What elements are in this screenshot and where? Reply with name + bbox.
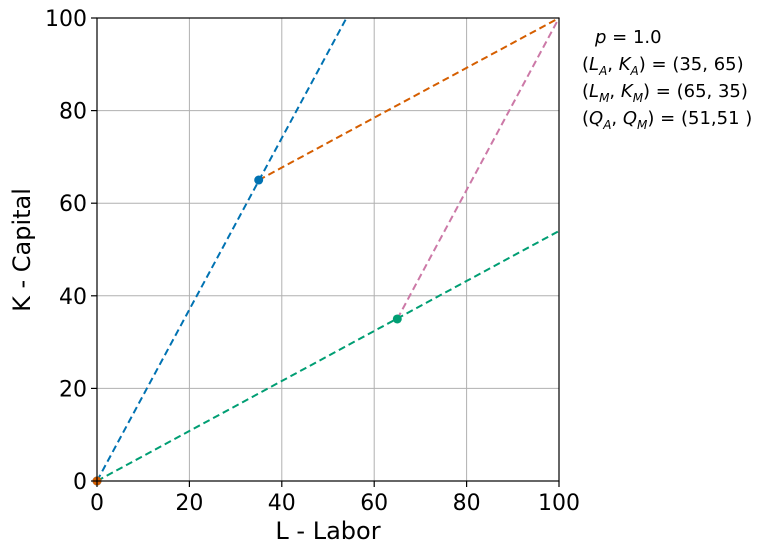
x-tick-label: 80: [453, 491, 481, 516]
x-tick-label: 100: [538, 491, 580, 516]
x-axis-label: L - Labor: [275, 517, 380, 545]
y-axis-label: K - Capital: [8, 188, 36, 312]
plot-frame: [96, 17, 560, 482]
annotation-price: p = 1.0: [594, 27, 662, 48]
x-tick-label: 0: [90, 491, 104, 516]
y-tick-label: 60: [59, 192, 87, 217]
point-allocation-M: [392, 314, 402, 324]
y-tick-label: 80: [59, 100, 87, 125]
annotation-block: p = 1.0 (LA, KA) = (35, 65) (LM, KM) = (…: [582, 27, 752, 132]
point-allocation-A: [254, 175, 264, 185]
series-ray-M: [96, 230, 560, 482]
series-link-A-top: [258, 17, 560, 181]
grid: [96, 17, 560, 482]
points-layer: [92, 175, 402, 486]
y-tick-label: 20: [59, 377, 87, 402]
y-tick-label: 100: [45, 7, 87, 32]
x-tick-label: 60: [360, 491, 388, 516]
y-tick-label: 0: [73, 470, 87, 495]
series-link-M-top: [396, 17, 560, 320]
ticks-layer: 0 20 40 60 80 100 0 20 40 60 80 100: [45, 7, 580, 516]
annotation-allocation-a: (LA, KA) = (35, 65): [582, 54, 744, 78]
annotation-allocation-m: (LM, KM) = (65, 35): [582, 81, 748, 105]
annotation-output: (QA, QM) = (51,51 ): [582, 108, 752, 132]
series-layer: [96, 17, 560, 482]
y-tick-label: 40: [59, 285, 87, 310]
x-tick-label: 20: [175, 491, 203, 516]
series-ray-A: [96, 17, 348, 482]
x-tick-label: 40: [268, 491, 296, 516]
